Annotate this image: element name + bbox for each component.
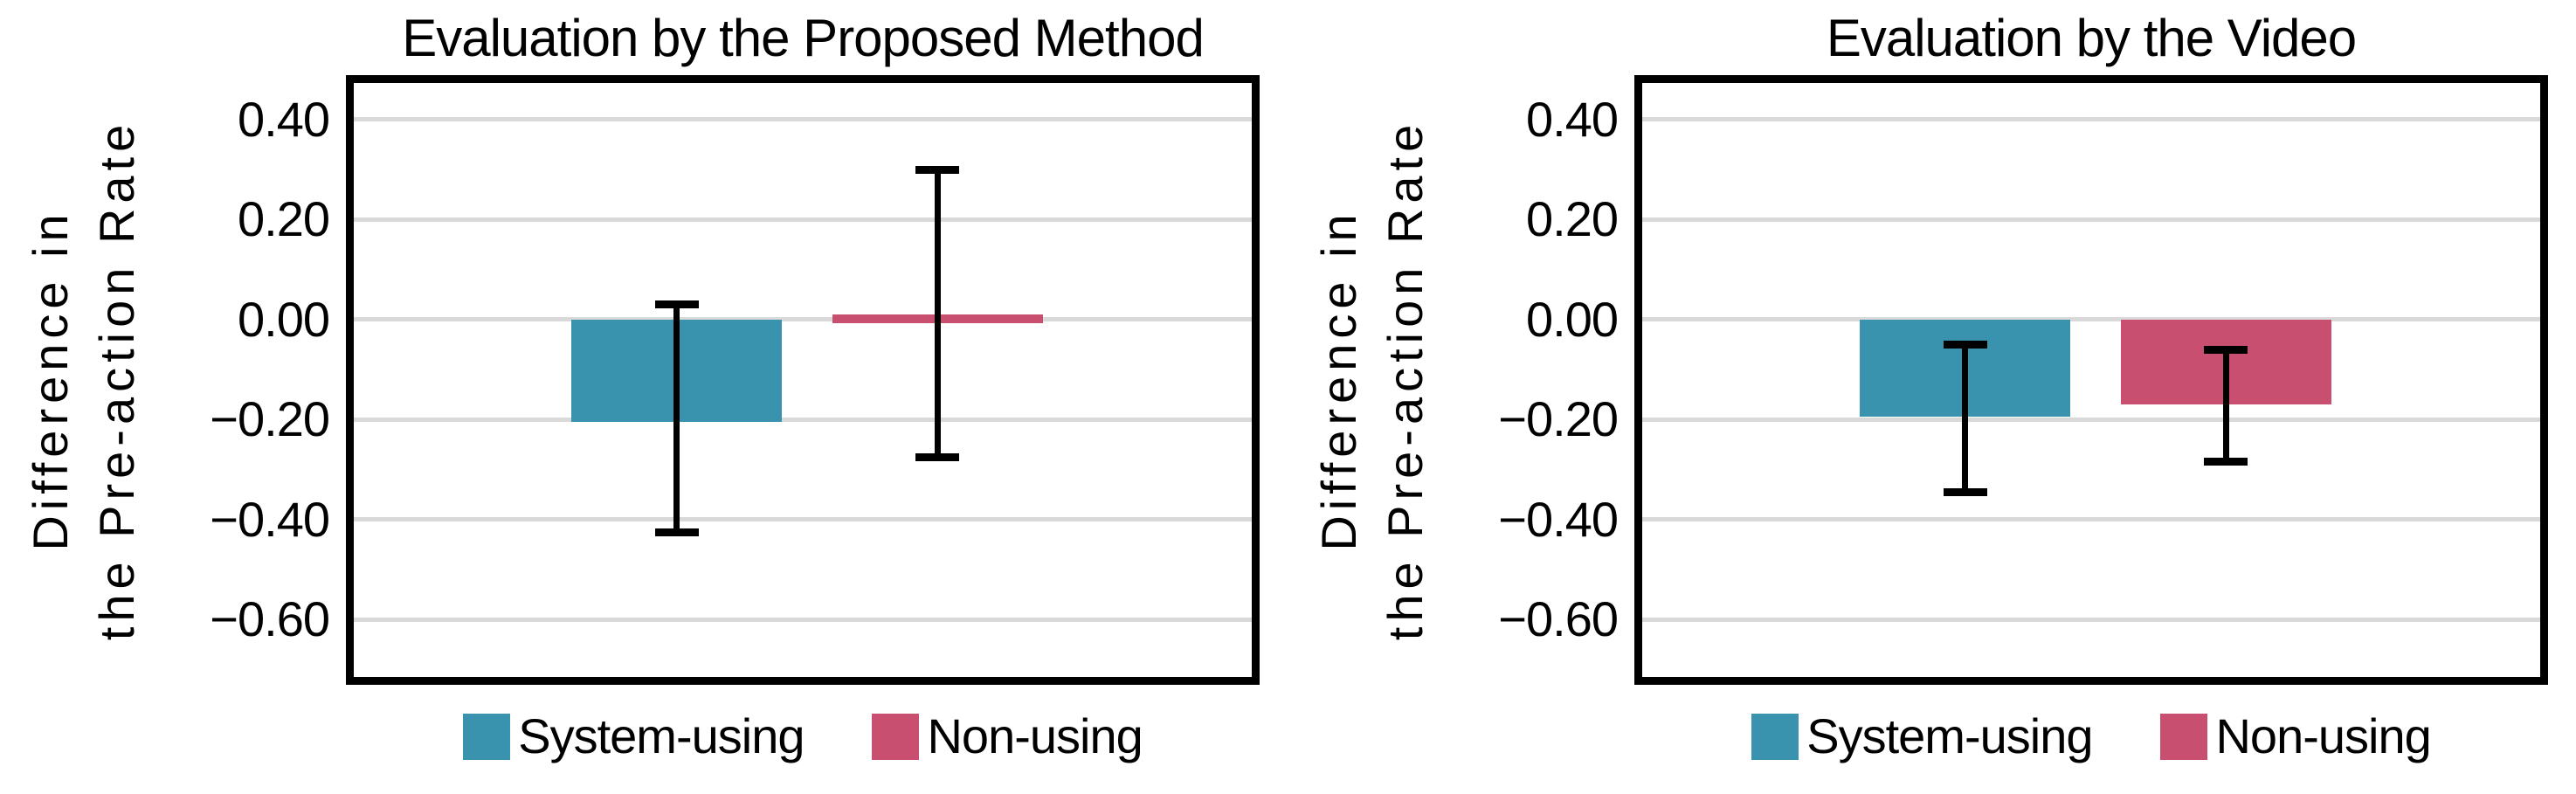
legend-label: Non-using — [2215, 708, 2431, 763]
legend-label: Non-using — [927, 708, 1143, 763]
gridline — [1642, 217, 2540, 222]
chart-title: Evaluation by the Video — [1826, 9, 2357, 67]
error-bar-cap — [654, 528, 699, 536]
legend-swatch — [463, 713, 511, 760]
y-tick-label: −0.60 — [210, 591, 330, 647]
gridline — [1642, 417, 2540, 422]
legend-item: Non-using — [872, 702, 1143, 770]
legend: System-using Non-using — [1634, 702, 2548, 770]
y-axis-label-line1: Difference in — [23, 209, 78, 551]
chart-title: Evaluation by the Proposed Method — [402, 9, 1205, 67]
error-bar-cap — [1943, 487, 1987, 496]
legend-label: System-using — [1806, 708, 2093, 763]
plot-area — [346, 75, 1260, 685]
error-bar-cap — [915, 165, 960, 174]
gridline — [354, 517, 1252, 522]
y-axis-label-line1: Difference in — [1311, 209, 1366, 551]
error-bar — [1962, 344, 1969, 493]
legend-item: Non-using — [2160, 702, 2432, 770]
y-tick-label: 0.00 — [238, 291, 330, 347]
y-tick-label: −0.20 — [1498, 391, 1619, 447]
gridline — [354, 117, 1252, 122]
gridline — [1642, 617, 2540, 622]
y-tick-label: −0.40 — [1498, 491, 1619, 547]
error-bar-cap — [2204, 345, 2248, 354]
y-tick-label: −0.60 — [1498, 591, 1619, 647]
gridline — [354, 417, 1252, 422]
gridline — [1642, 317, 2540, 322]
legend-item: System-using — [463, 702, 805, 770]
y-tick-label: 0.20 — [238, 191, 330, 247]
gridline — [1642, 517, 2540, 522]
legend-label: System-using — [518, 708, 805, 763]
gridline — [354, 217, 1252, 222]
y-tick-label: 0.40 — [238, 91, 330, 147]
error-bar — [934, 169, 941, 458]
gridline — [1642, 117, 2540, 122]
legend-swatch — [872, 713, 920, 760]
y-tick-label: 0.40 — [1526, 91, 1619, 147]
chart-panel-video: Evaluation by the Video Difference in th… — [1288, 0, 2576, 794]
error-bar-cap — [1943, 340, 1987, 349]
error-bar-cap — [2204, 458, 2248, 466]
legend: System-using Non-using — [346, 702, 1260, 770]
y-tick-label: −0.20 — [210, 391, 330, 447]
y-tick-label: 0.20 — [1526, 191, 1619, 247]
gridline — [354, 317, 1252, 322]
y-tick-label: 0.00 — [1526, 291, 1619, 347]
error-bar — [2222, 349, 2229, 462]
legend-swatch — [2160, 713, 2208, 760]
y-tick-label: −0.40 — [210, 491, 330, 547]
error-bar-cap — [654, 300, 699, 309]
error-bar-cap — [915, 452, 960, 461]
error-bar — [673, 304, 680, 532]
chart-panel-proposed-method: Evaluation by the Proposed Method Differ… — [23, 9, 1260, 770]
gridline — [354, 617, 1252, 622]
plot-area — [1634, 75, 2548, 685]
legend-item: System-using — [1751, 702, 2093, 770]
legend-swatch — [1751, 713, 1799, 760]
